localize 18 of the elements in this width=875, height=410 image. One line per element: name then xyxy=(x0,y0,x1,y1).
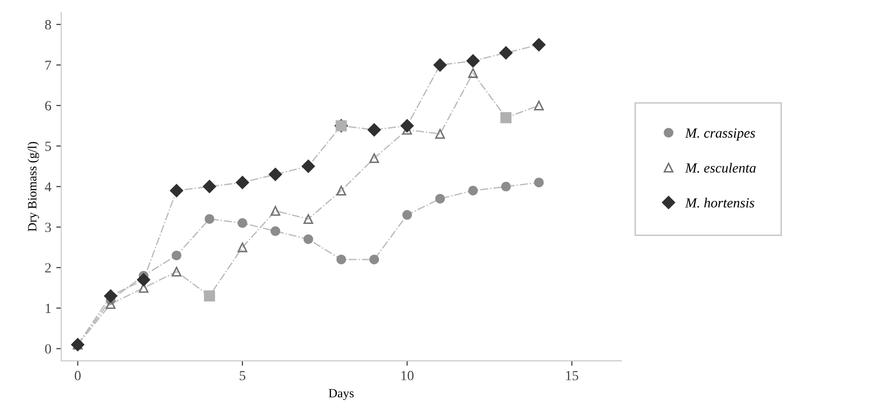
y-tick-label: 7 xyxy=(46,60,52,70)
legend-label: M. crassipes xyxy=(685,128,756,141)
x-axis-title: Days xyxy=(328,389,354,400)
y-tick-label: 4 xyxy=(44,182,52,192)
x-tick-label: 15 xyxy=(566,370,578,380)
y-axis-title: Dry Biomass (g/l) xyxy=(28,142,40,232)
y-tick-label: 6 xyxy=(45,101,52,110)
legend-label: M. hortensis xyxy=(685,198,754,208)
y-tick-label: 8 xyxy=(45,20,51,30)
x-tick-label: 0 xyxy=(74,370,81,380)
legend-label: M. esculenta xyxy=(685,162,756,173)
y-tick-label: 3 xyxy=(45,222,51,232)
y-tick-label: 2 xyxy=(45,263,51,272)
y-tick-label: 5 xyxy=(45,142,51,151)
x-tick-label: 10 xyxy=(401,370,414,380)
y-tick-label: 0 xyxy=(45,344,51,354)
x-tick-label: 5 xyxy=(240,371,246,380)
y-tick-label: 1 xyxy=(46,304,51,313)
